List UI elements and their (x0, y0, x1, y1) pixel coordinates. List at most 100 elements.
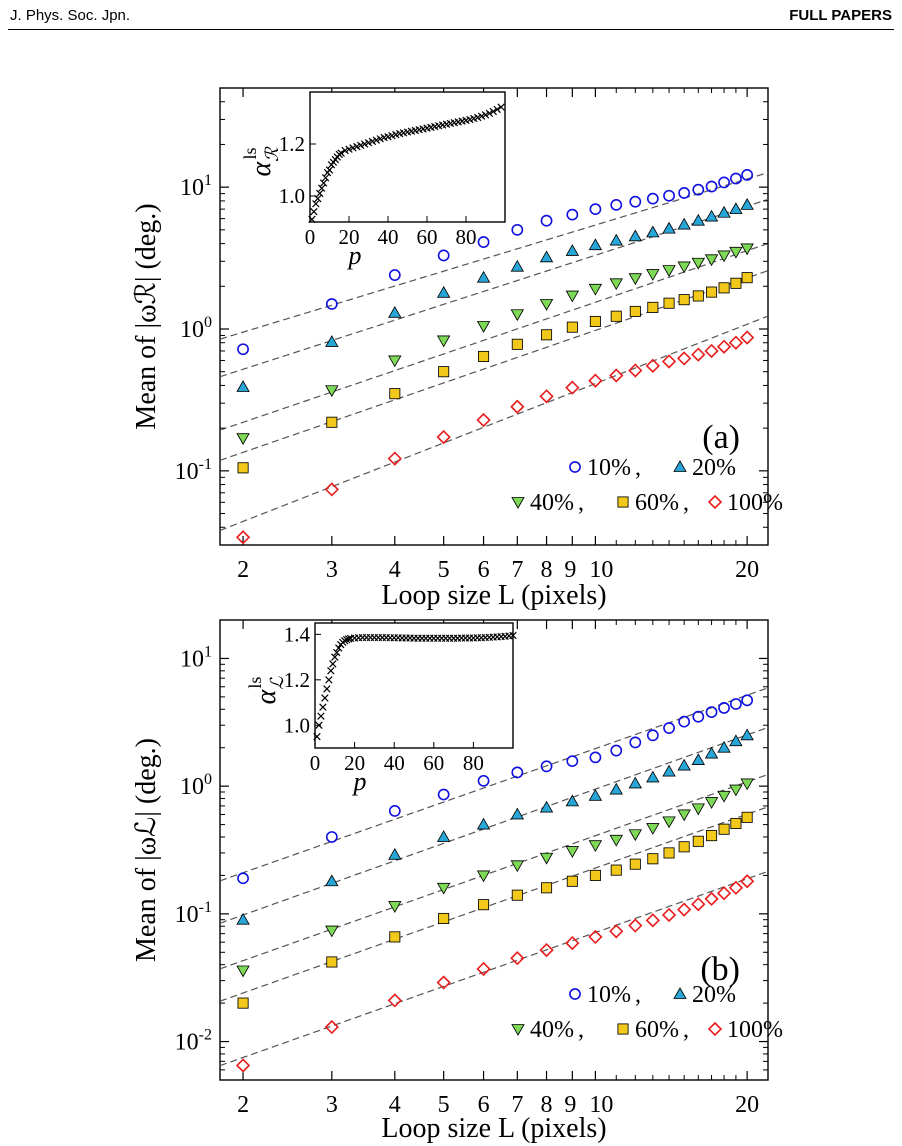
data-point (511, 889, 523, 901)
series-100pct (235, 874, 755, 1073)
y-tick-label: 100 (180, 314, 212, 343)
data-point (476, 961, 491, 977)
inset-y-label-subscript: ℛ (262, 146, 282, 162)
inset-data-point (335, 644, 343, 652)
inset-data-point (310, 207, 318, 216)
data-point (325, 335, 339, 347)
data-point (663, 847, 675, 859)
data-point (610, 198, 623, 211)
data-point (325, 925, 339, 938)
inset-data-point (493, 105, 501, 114)
data-point (677, 217, 691, 230)
data-point (610, 310, 622, 322)
x-tick-label: 20 (735, 1092, 759, 1118)
data-point (325, 298, 338, 310)
data-point (646, 192, 659, 205)
x-tick-label: 9 (564, 1092, 576, 1118)
legend-separator: , (578, 490, 584, 516)
data-point (730, 277, 742, 289)
panel-label: (b) (700, 951, 740, 988)
data-point (740, 874, 755, 889)
data-point (476, 817, 491, 830)
x-tick-label: 7 (511, 1092, 523, 1118)
data-point (387, 993, 402, 1008)
data-point (628, 363, 643, 378)
series-40pct (236, 243, 754, 445)
inset-x-tick-label: 40 (378, 225, 399, 249)
y-tick-label-exponent: -1 (199, 456, 212, 473)
data-point (476, 270, 491, 283)
inset-data-point (317, 184, 326, 192)
data-point (609, 233, 623, 246)
data-point (740, 243, 754, 256)
y-tick-label: 10-2 (175, 1027, 212, 1056)
data-point (236, 433, 250, 445)
data-point (662, 221, 676, 234)
data-point (647, 301, 659, 313)
inset-data-point (329, 660, 337, 668)
data-point (539, 250, 554, 263)
data-point (729, 734, 743, 747)
data-point (647, 853, 659, 865)
data-point (565, 380, 580, 395)
data-point (663, 297, 675, 309)
inset-y-label: αℛls (240, 146, 282, 177)
data-point (678, 187, 691, 199)
data-point (436, 882, 451, 895)
inset-x-label: p (352, 767, 367, 796)
y-tick-label: 10-1 (175, 899, 212, 928)
inset-data-point (313, 732, 321, 741)
inset-x-tick-label: 80 (463, 751, 484, 775)
inset-data-point (312, 200, 320, 208)
data-point (324, 482, 339, 497)
data-point (436, 285, 451, 298)
data-point (692, 710, 705, 723)
inset-data-point (321, 694, 329, 702)
y-tick-label-base: 10 (180, 774, 204, 800)
y-tick-label: 101 (180, 172, 212, 201)
inset-data-point (325, 676, 333, 684)
legend-marker-60pct (617, 496, 629, 508)
legend: 10%, 20%40%, 60%, 100% (511, 982, 783, 1043)
data-point (718, 176, 730, 189)
page-header: J. Phys. Soc. Jpn. FULL PAPERS (0, 0, 902, 46)
y-tick-label-exponent: 1 (204, 172, 212, 189)
data-point (511, 223, 524, 236)
data-point (677, 351, 692, 366)
data-point (511, 338, 523, 350)
inset-x-tick-label: 0 (305, 225, 316, 249)
data-point (589, 751, 602, 764)
data-point (691, 257, 706, 270)
x-tick-label: 4 (389, 557, 401, 583)
legend-label-60pct: 60% (635, 1017, 679, 1043)
data-point (436, 975, 451, 990)
journal-name: J. Phys. Soc. Jpn. (10, 7, 131, 24)
inset-y-label-subscript: ℒ (267, 676, 287, 690)
data-point (740, 778, 754, 791)
inset-data-point (325, 166, 334, 174)
fit-line-40pct (220, 773, 768, 970)
data-point (539, 389, 554, 404)
fit-line-60pct (220, 270, 768, 461)
data-point (589, 203, 602, 216)
data-point (730, 172, 742, 185)
data-point (388, 901, 402, 913)
series-60pct (237, 811, 753, 1009)
x-tick-label: 5 (438, 557, 450, 583)
data-point (677, 809, 691, 822)
x-tick-label: 4 (389, 1092, 401, 1118)
inset-x-label: p (347, 241, 362, 270)
data-point (704, 209, 719, 222)
data-point (476, 321, 491, 333)
data-point (588, 373, 603, 388)
y-tick-label-exponent: 0 (204, 771, 212, 788)
data-point (678, 841, 690, 853)
legend-marker-60pct (617, 1023, 629, 1035)
x-tick-label: 3 (326, 557, 338, 583)
x-tick-label: 8 (541, 557, 553, 583)
data-point (610, 864, 622, 876)
y-axis-label: Mean of |ωℒ| (deg.) (131, 738, 162, 962)
data-point (691, 803, 706, 816)
data-point (717, 205, 731, 218)
data-point (677, 261, 691, 274)
